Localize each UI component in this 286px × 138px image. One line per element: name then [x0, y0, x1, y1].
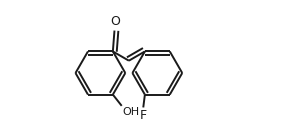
Text: OH: OH — [122, 107, 139, 117]
Text: O: O — [110, 15, 120, 28]
Text: F: F — [140, 109, 147, 122]
